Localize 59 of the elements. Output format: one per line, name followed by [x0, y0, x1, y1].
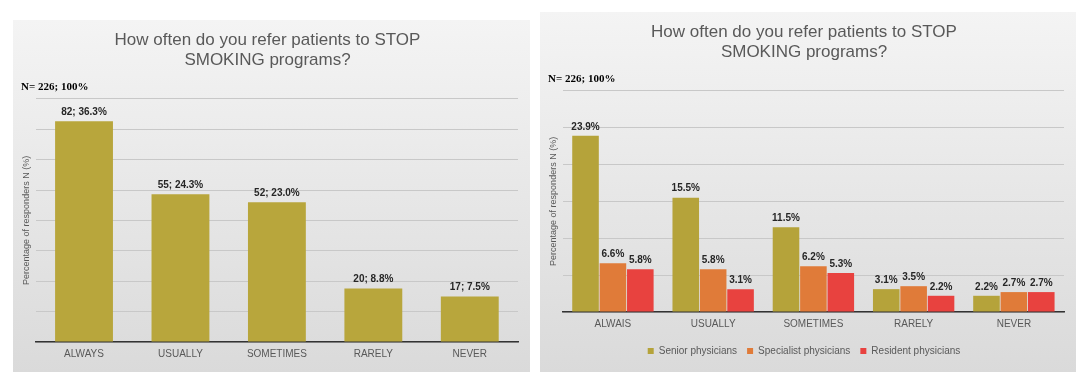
bar [772, 227, 800, 312]
bar [440, 296, 499, 342]
data-label: 5.8% [701, 253, 725, 265]
x-tick-label: RARELY [894, 317, 934, 329]
x-tick-label: RARELY [353, 347, 394, 359]
bar [727, 289, 754, 312]
bar [572, 135, 599, 312]
data-label: 11.5% [772, 211, 801, 223]
y-axis-title: Percentage of responders N (%) [20, 155, 31, 285]
data-label: 15.5% [671, 182, 701, 194]
data-label: 6.2% [802, 251, 825, 263]
bar [344, 288, 403, 342]
data-label: 3.5% [902, 270, 926, 282]
x-tick-label: USUALLY [690, 317, 736, 329]
bar [1027, 292, 1055, 312]
x-tick-label: ALWAYS [64, 347, 105, 359]
x-tick-label: SOMETIMES [246, 347, 308, 359]
bar [900, 286, 927, 312]
data-label: 2.7% [1029, 276, 1053, 288]
text: N= 226; 100% [21, 80, 89, 93]
x-tick-label: NEVER [452, 347, 488, 359]
data-label: 52; 23.0% [254, 186, 300, 198]
bar [973, 295, 1000, 312]
data-label: 17; 7.5% [449, 281, 490, 293]
data-label: 5.8% [628, 253, 652, 265]
data-label: 5.3% [829, 257, 853, 269]
legend-label: Specialist physicians [758, 344, 851, 356]
bar [599, 263, 627, 312]
x-tick-label: ALWAIS [594, 317, 632, 329]
bar [800, 266, 827, 312]
legend-label: Senior physicians [658, 344, 738, 356]
bar [247, 202, 306, 342]
bar [627, 269, 654, 312]
bar [827, 272, 855, 312]
x-tick-label: SOMETIMES [783, 317, 844, 329]
data-label: 6.6% [601, 248, 625, 260]
text: N= 226; 100% [548, 72, 616, 85]
bar [1000, 292, 1028, 312]
data-label: 2.2% [929, 280, 953, 292]
bar [699, 269, 727, 312]
bar [151, 194, 210, 342]
bar [927, 295, 955, 312]
bar [872, 289, 900, 312]
bar [672, 197, 700, 312]
data-label: 82; 36.3% [61, 106, 107, 118]
x-tick-label: NEVER [996, 317, 1032, 329]
data-label: 55; 24.3% [157, 179, 204, 191]
x-tick-label: USUALLY [158, 347, 204, 359]
data-label: 23.9% [571, 120, 600, 132]
y-axis-title: Percentage of responders N (%) [547, 136, 558, 266]
data-label: 3.1% [729, 273, 753, 285]
chart-title: How often do you refer patients to STOP SMOKING programs? [114, 29, 421, 70]
chart-title: How often do you refer patients to STOP SMOKING programs? [651, 21, 957, 62]
legend-label: Resident physicians [871, 344, 961, 356]
data-label: 20; 8.8% [353, 273, 394, 285]
data-label: 2.7% [1002, 276, 1026, 288]
data-label: 3.1% [874, 273, 898, 285]
bar [55, 121, 113, 342]
data-label: 2.2% [975, 280, 998, 292]
